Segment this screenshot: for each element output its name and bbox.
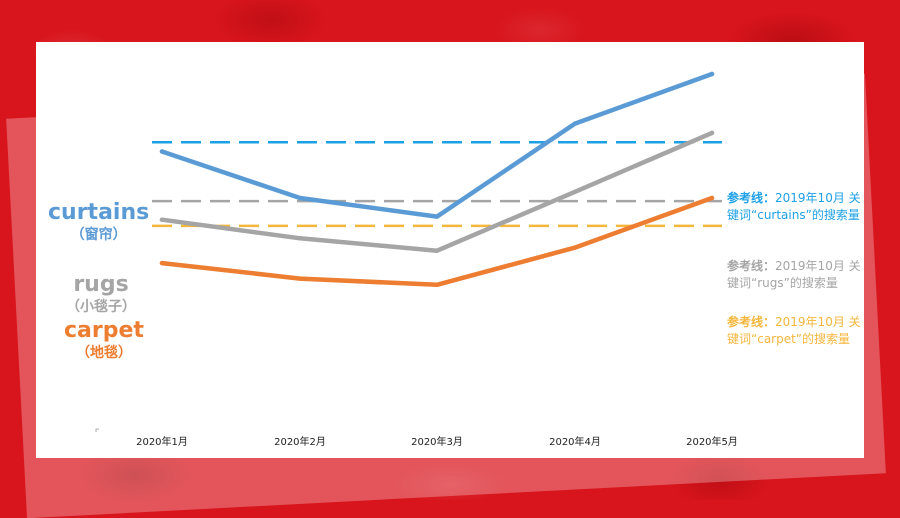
reference-note-prefix: 参考线： — [727, 259, 776, 273]
x-tick-label: 2020年2月 — [274, 435, 326, 448]
chart-card — [36, 42, 864, 458]
reference-note-prefix: 参考线： — [727, 191, 776, 205]
x-tick-label: 2020年1月 — [136, 435, 188, 448]
data-point-carpet-0 — [159, 260, 165, 266]
data-point-rugs-0 — [159, 217, 165, 222]
line-chart: 2020年1月 2020年2月 2020年3月 2020年4月 2020年5月 — [95, 71, 738, 448]
data-point-carpet-3 — [572, 245, 578, 250]
series-name-cn-rugs: （小毯子） — [66, 299, 136, 315]
data-point-curtains-0 — [159, 149, 165, 154]
series-name-cn-carpet: （地毯） — [75, 345, 132, 361]
data-point-curtains-4 — [709, 71, 715, 77]
data-point-carpet-2 — [434, 282, 440, 287]
reference-note-text: 2019年10月 关键词“carpet”的搜索量 — [727, 315, 861, 346]
reference-note-carpet: 参考线：2019年10月 关键词“carpet”的搜索量 — [727, 314, 867, 348]
series-label-curtains: curtains （窗帘） — [48, 200, 150, 243]
x-tick-label: 2020年4月 — [549, 435, 601, 448]
series-line-curtains — [159, 71, 715, 219]
data-point-curtains-3 — [572, 121, 578, 126]
data-point-curtains-2 — [434, 214, 440, 219]
reference-note-curtains: 参考线：2019年10月 关键词“curtains”的搜索量 — [727, 190, 867, 224]
data-point-rugs-3 — [572, 189, 578, 194]
reference-note-prefix: 参考线： — [727, 315, 776, 329]
axis-corner-mark — [95, 428, 99, 432]
reference-note-text: 2019年10月 关键词“curtains”的搜索量 — [727, 191, 861, 222]
x-tick-label: 2020年3月 — [411, 435, 463, 448]
series-label-carpet: carpet （地毯） — [64, 318, 144, 361]
reference-note-text: 2019年10月 关键词“rugs”的搜索量 — [727, 259, 861, 290]
data-point-rugs-2 — [434, 248, 440, 253]
data-point-rugs-4 — [709, 130, 715, 136]
series-name-rugs: rugs — [73, 272, 129, 297]
series-label-rugs: rugs （小毯子） — [66, 272, 136, 315]
data-point-curtains-1 — [297, 195, 303, 201]
data-point-carpet-4 — [709, 195, 715, 201]
data-point-carpet-1 — [297, 276, 303, 281]
series-name-cn-curtains: （窗帘） — [70, 227, 127, 243]
x-tick-label: 2020年5月 — [686, 435, 738, 448]
series-name-carpet: carpet — [64, 318, 144, 343]
reference-note-rugs: 参考线：2019年10月 关键词“rugs”的搜索量 — [727, 258, 867, 292]
series-name-curtains: curtains — [48, 200, 150, 225]
series-line-rugs — [159, 130, 715, 253]
series-line-carpet — [159, 195, 715, 288]
data-point-rugs-1 — [297, 236, 303, 241]
